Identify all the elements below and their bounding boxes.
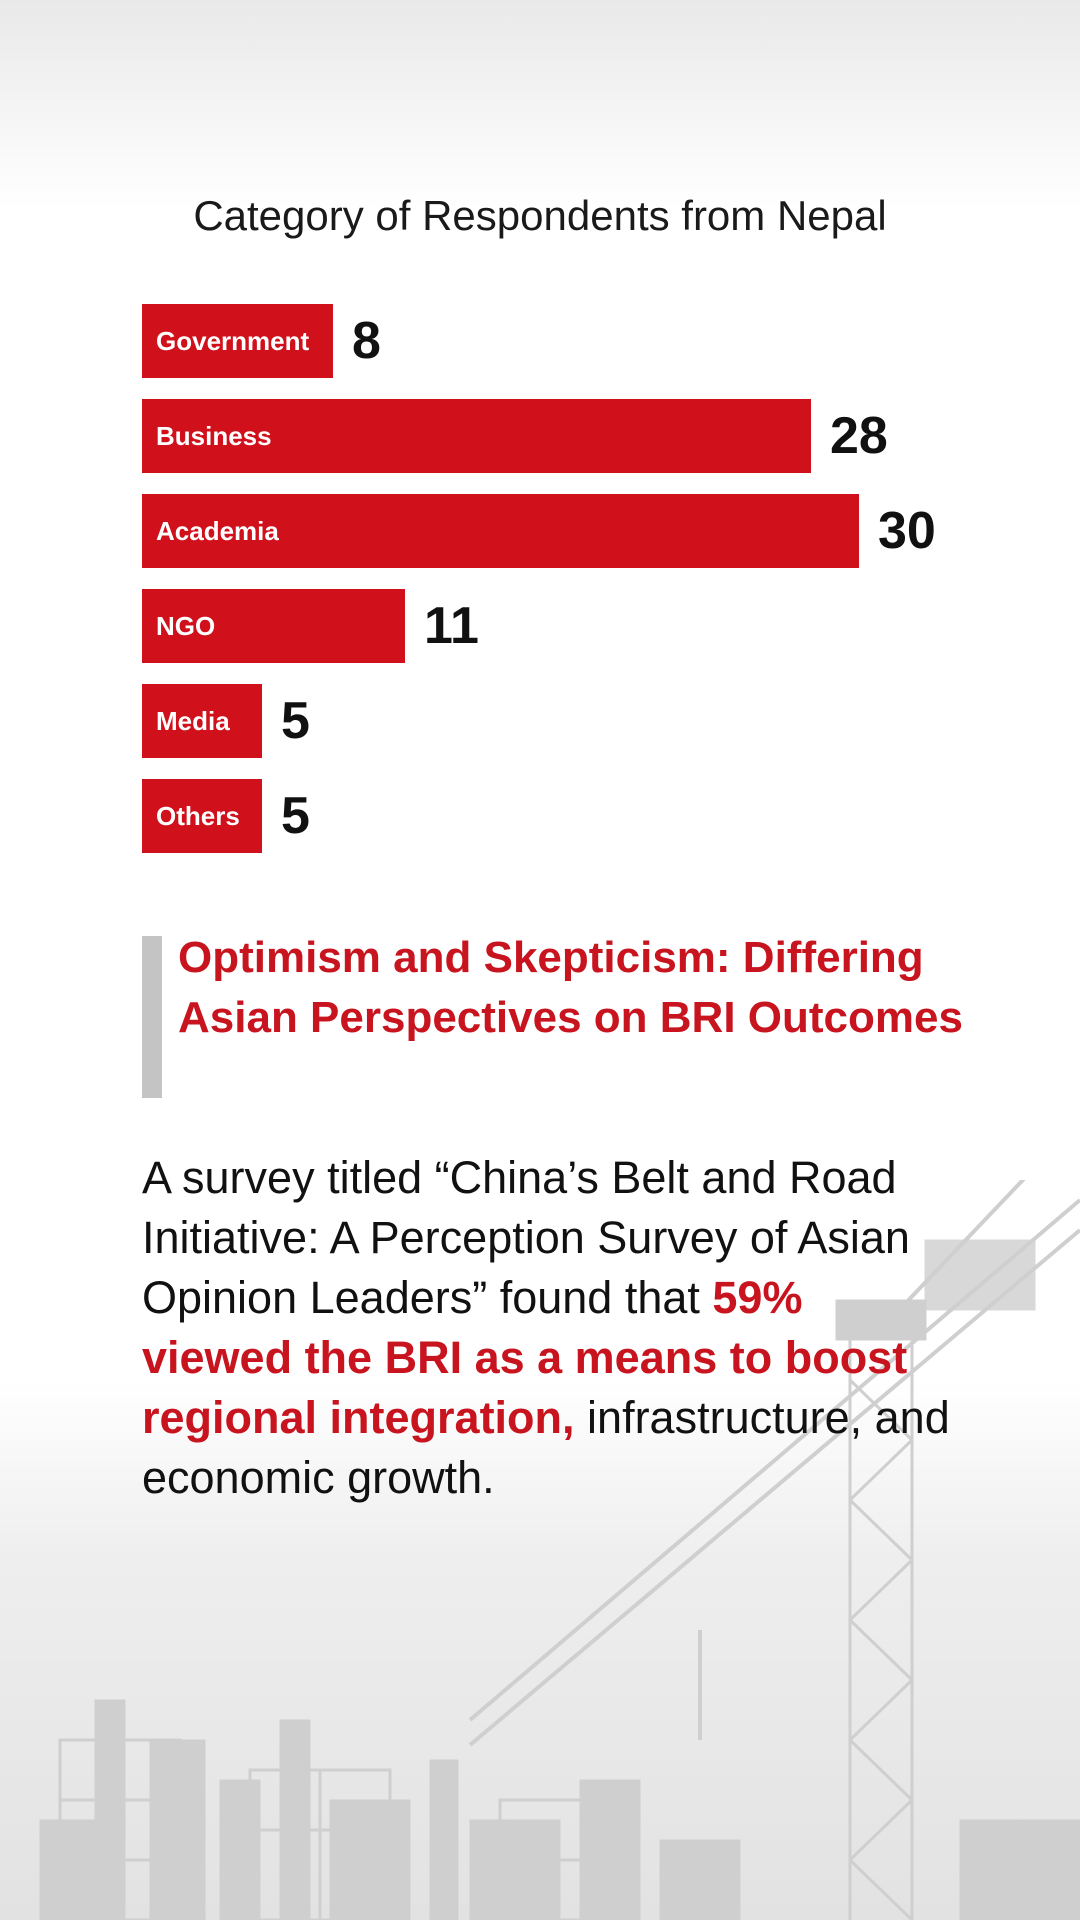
bar-ngo <box>142 589 405 663</box>
bar-label: Academia <box>156 516 279 546</box>
bar-label: NGO <box>156 611 216 641</box>
bar-media <box>142 684 262 758</box>
bar-value-label: 5 <box>281 787 310 845</box>
bar-value-label: 5 <box>281 692 310 750</box>
body-intro: A survey titled “China’s Belt and Road I… <box>142 1152 910 1323</box>
bar-label: Business <box>156 421 272 451</box>
bar-value-label: 30 <box>878 502 936 560</box>
bar-value-label: 11 <box>424 597 479 655</box>
chart-title: Category of Respondents from Nepal <box>193 192 887 239</box>
body-outro: infrastructure, and economic growth. <box>142 1392 950 1503</box>
heading-accent-bar <box>142 936 162 1098</box>
bar-value-label: 28 <box>830 407 888 465</box>
bar-label: Government <box>156 326 310 356</box>
section-heading-text: Optimism and Skepticism: Differing Asian… <box>178 933 963 1042</box>
bar-label: Media <box>156 706 230 736</box>
construction-background <box>39 1180 1080 1920</box>
bar-business <box>142 399 811 473</box>
body-paragraph: A survey titled “China’s Belt and Road I… <box>142 1148 962 1508</box>
bar-label: Others <box>156 801 240 831</box>
bar-academia <box>142 494 859 568</box>
bar-others <box>142 779 262 853</box>
bar-value-label: 8 <box>352 312 381 370</box>
body-highlight: 59% viewed the BRI as a means to boost r… <box>142 1272 908 1443</box>
bar-chart: Government 8 Business 28 Academia 30 NGO 11 Medi… <box>0 0 1080 900</box>
bar-government <box>142 304 333 378</box>
